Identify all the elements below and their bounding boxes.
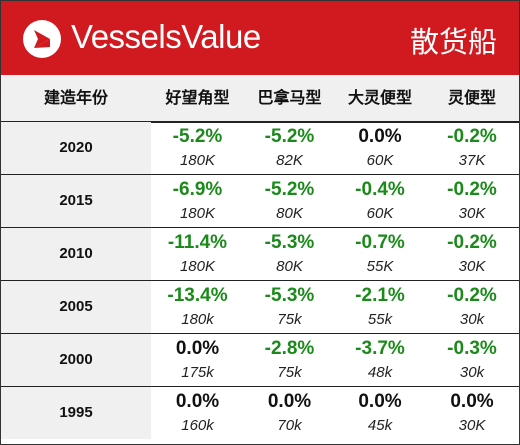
sector-title: 散货船 [409, 25, 497, 59]
value-change: -0.2% [447, 126, 497, 147]
table-header: 建造年份 好望角型 巴拿马型 大灵便型 灵便型 [1, 75, 519, 123]
value-change: 0.0% [450, 391, 494, 412]
build-year-cell: 2000 [1, 334, 151, 386]
vessel-size: 48k [367, 364, 393, 381]
value-cell: -13.4% 180k [151, 281, 244, 333]
value-change: -0.2% [447, 285, 497, 306]
value-change: -0.4% [355, 179, 405, 200]
build-year-cell: 2015 [1, 175, 151, 227]
vessel-size: 30k [459, 364, 485, 381]
value-cell: -0.4% 60K [335, 175, 425, 227]
value-cell: -5.2% 180K [151, 122, 244, 174]
vessel-size: 30K [458, 417, 486, 434]
value-cell: -5.3% 75k [244, 281, 335, 333]
vessel-size: 80K [276, 205, 303, 222]
value-cell: -6.9% 180K [151, 175, 244, 227]
value-cell: -0.2% 30K [425, 175, 519, 227]
value-cell: 0.0% 175k [151, 334, 244, 386]
vessel-size: 75k [277, 311, 302, 328]
vessel-size: 37K [458, 152, 486, 169]
value-change: -11.4% [167, 232, 228, 253]
value-cell: -0.2% 30K [425, 228, 519, 280]
build-year-cell: 2010 [1, 228, 151, 280]
vessel-size: 180K [179, 258, 216, 275]
vessel-size: 30K [458, 205, 486, 222]
vessel-size: 30k [459, 311, 485, 328]
header-supramax: 大灵便型 [347, 88, 412, 107]
value-cell: -5.2% 80K [244, 175, 335, 227]
build-year-cell: 1995 [1, 387, 151, 439]
value-cell: -0.2% 37K [425, 122, 519, 174]
value-cell: 0.0% 60K [335, 122, 425, 174]
vessel-size: 175k [181, 364, 214, 381]
value-change: 0.0% [267, 391, 312, 412]
table-row: 2000 0.0% 175k -2.8% 75k -3.7% 48k -0.3% 30k [1, 334, 519, 387]
value-cell: -5.2% 82K [244, 122, 335, 174]
table-row: 2010 -11.4% 180K -5.3% 80K -0.7% 55K -0.2% 30K [1, 228, 519, 281]
value-cell: -3.7% 48k [335, 334, 425, 386]
vesselsvalue-logo-icon [23, 20, 61, 58]
value-change: -0.3% [447, 338, 497, 359]
vessel-size: 82K [276, 152, 303, 169]
value-change: -0.7% [355, 232, 405, 253]
value-cell: -0.7% 55K [335, 228, 425, 280]
vessel-size: 180K [179, 152, 216, 169]
table-row: 2015 -6.9% 180K -5.2% 80K -0.4% 60K -0.2% 30K [1, 175, 519, 228]
header-panamax: 巴拿马型 [257, 88, 322, 107]
value-change: -13.4% [167, 285, 228, 306]
vessel-size: 30K [458, 258, 486, 275]
value-cell: -2.1% 55k [335, 281, 425, 333]
value-change: 0.0% [358, 391, 402, 412]
brand-name: VesselsValue [71, 18, 261, 55]
value-change: -5.3% [264, 232, 315, 253]
value-cell: 0.0% 45k [335, 387, 425, 439]
value-cell: 0.0% 160k [151, 387, 244, 439]
value-change: 0.0% [175, 391, 220, 412]
value-change: 0.0% [175, 338, 220, 359]
value-cell: -0.2% 30k [425, 281, 519, 333]
value-change: -6.9% [172, 179, 223, 200]
header-handysize: 灵便型 [447, 88, 496, 107]
value-cell: 0.0% 70k [244, 387, 335, 439]
vessel-size: 160k [181, 417, 214, 434]
value-change: -0.2% [447, 179, 497, 200]
value-change: -2.8% [264, 338, 315, 359]
value-cell: -11.4% 180K [151, 228, 244, 280]
vessel-size: 80K [276, 258, 303, 275]
build-year-cell: 2020 [1, 122, 151, 174]
value-change: -5.2% [264, 126, 315, 147]
value-change: -3.7% [355, 338, 405, 359]
value-change: 0.0% [358, 126, 402, 147]
build-year-cell: 2005 [1, 281, 151, 333]
value-cell: 0.0% 30K [425, 387, 519, 439]
header-capesize: 好望角型 [165, 88, 230, 107]
value-cell: -5.3% 80K [244, 228, 335, 280]
value-change: -0.2% [447, 232, 497, 253]
value-change: -5.2% [264, 179, 315, 200]
vessel-size: 75k [277, 364, 302, 381]
value-cell: -2.8% 75k [244, 334, 335, 386]
vessel-size: 180K [179, 205, 216, 222]
vessel-size: 60K [366, 152, 394, 169]
banner: VesselsValue 散货船 [1, 1, 519, 75]
table-row: 2005 -13.4% 180k -5.3% 75k -2.1% 55k -0.2% 30k [1, 281, 519, 334]
vessel-size: 55K [366, 258, 394, 275]
vessel-size: 55k [367, 311, 393, 328]
vessel-size: 70k [277, 417, 302, 434]
vessel-size: 60K [366, 205, 394, 222]
value-cell: -0.3% 30k [425, 334, 519, 386]
table-row: 2020 -5.2% 180K -5.2% 82K 0.0% 60K -0.2% 37K [1, 122, 519, 175]
table-row: 1995 0.0% 160k 0.0% 70k 0.0% 45k 0.0% 30K [1, 387, 519, 439]
vessel-size: 45k [367, 417, 393, 434]
value-change: -5.2% [172, 126, 223, 147]
value-change: -5.3% [264, 285, 315, 306]
value-change: -2.1% [355, 285, 405, 306]
header-build-year: 建造年份 [43, 88, 108, 107]
vessel-size: 180k [181, 311, 214, 328]
